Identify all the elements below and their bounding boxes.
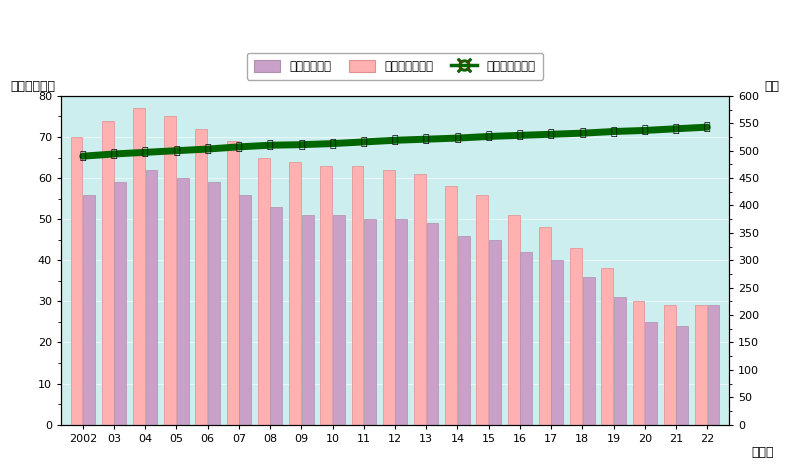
Text: 🚗: 🚗: [360, 137, 367, 147]
Text: 🚗: 🚗: [485, 132, 492, 141]
Bar: [195, 129, 207, 424]
Bar: [395, 219, 407, 424]
Text: 🚗: 🚗: [579, 128, 585, 138]
Text: 🚗: 🚗: [205, 144, 211, 154]
Text: 🚗: 🚗: [517, 131, 523, 140]
Text: 🚗: 🚗: [142, 147, 149, 157]
Bar: [539, 227, 551, 424]
Bar: [352, 166, 363, 424]
Bar: [102, 121, 114, 424]
Bar: [321, 166, 333, 424]
Bar: [270, 207, 282, 424]
Bar: [115, 182, 126, 424]
Text: 🚗: 🚗: [329, 139, 336, 148]
Bar: [664, 306, 675, 424]
Bar: [695, 306, 707, 424]
Bar: [427, 223, 438, 424]
Bar: [83, 195, 95, 424]
Text: 🚗: 🚗: [547, 129, 555, 139]
Bar: [446, 186, 457, 424]
Bar: [676, 326, 688, 424]
Text: 🚗: 🚗: [111, 149, 117, 159]
Text: （年）: （年）: [752, 446, 774, 459]
Bar: [633, 301, 645, 424]
Text: 🚗: 🚗: [235, 142, 243, 152]
Bar: [614, 297, 626, 424]
Bar: [414, 174, 426, 424]
Bar: [570, 248, 582, 424]
Bar: [508, 215, 520, 424]
Text: 🚗: 🚗: [704, 122, 710, 132]
Text: 千（件・人）: 千（件・人）: [11, 80, 56, 93]
Bar: [489, 240, 501, 424]
Text: 🚗: 🚗: [423, 134, 430, 144]
Text: 🚗: 🚗: [267, 140, 273, 150]
Text: 🚗: 🚗: [610, 126, 617, 137]
Legend: 人身事故件数, 死者・負傷者数, 自動車保有台数: 人身事故件数, 死者・負傷者数, 自動車保有台数: [247, 52, 543, 80]
Bar: [457, 235, 469, 424]
Text: 🚗: 🚗: [298, 139, 305, 150]
Bar: [145, 170, 157, 424]
Bar: [708, 306, 720, 424]
Bar: [239, 195, 251, 424]
Text: 🚗: 🚗: [454, 133, 461, 143]
Bar: [645, 322, 657, 424]
Bar: [177, 178, 189, 424]
Text: 🚗: 🚗: [80, 151, 86, 161]
Bar: [583, 277, 595, 424]
Bar: [70, 137, 82, 424]
Bar: [364, 219, 376, 424]
Bar: [227, 141, 239, 424]
Bar: [383, 170, 395, 424]
Bar: [258, 158, 270, 424]
Bar: [289, 161, 301, 424]
Bar: [164, 117, 176, 424]
Text: 🚗: 🚗: [173, 146, 180, 156]
Text: 万台: 万台: [764, 80, 779, 93]
Bar: [520, 252, 532, 424]
Text: 🚗: 🚗: [392, 135, 398, 145]
Bar: [476, 195, 488, 424]
Text: 🚗: 🚗: [641, 125, 648, 135]
Bar: [333, 215, 344, 424]
Bar: [208, 182, 220, 424]
Bar: [601, 269, 613, 424]
Bar: [551, 260, 563, 424]
Bar: [302, 215, 314, 424]
Text: 🚗: 🚗: [673, 124, 679, 134]
Bar: [133, 108, 145, 424]
